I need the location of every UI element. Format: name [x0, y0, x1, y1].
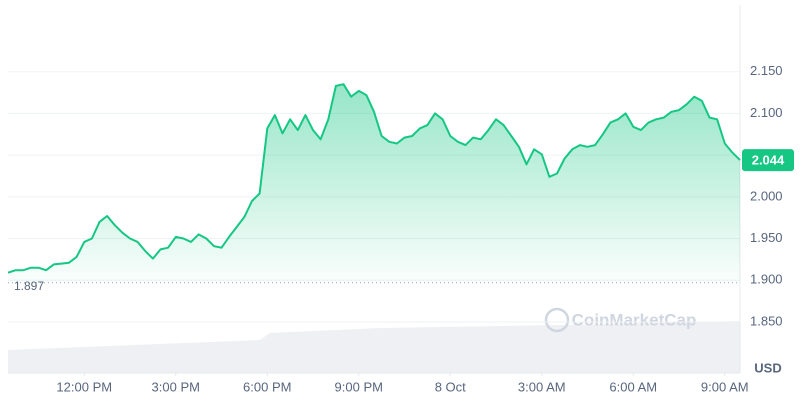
x-tick-label: 9:00 PM [335, 379, 383, 394]
x-tick-label: 6:00 PM [243, 379, 291, 394]
watermark-logo [544, 307, 570, 333]
y-tick-label: 1.900 [750, 272, 783, 287]
watermark: CoinMarketCap [572, 310, 697, 329]
y-tick-label: 2.150 [750, 63, 783, 78]
price-line [7, 83, 741, 274]
y-tick-label: 1.850 [750, 313, 783, 328]
y-tick-label: 2.000 [750, 188, 783, 203]
x-tick-label: 12:00 PM [56, 379, 112, 394]
price-area [8, 84, 740, 283]
y-tick-label: 2.100 [750, 105, 783, 120]
y-tick-label: 1.950 [750, 230, 783, 245]
currency-label: USD [754, 360, 781, 375]
x-tick-label: 3:00 AM [518, 379, 566, 394]
x-tick-label: 8 Oct [435, 379, 466, 394]
current-price-label: 2.044 [752, 153, 785, 168]
x-tick-label: 6:00 AM [609, 379, 657, 394]
x-tick-label: 3:00 PM [152, 379, 200, 394]
volume-area [8, 321, 740, 373]
current-price-badge [742, 149, 794, 172]
x-tick-label: 9:00 AM [701, 379, 749, 394]
